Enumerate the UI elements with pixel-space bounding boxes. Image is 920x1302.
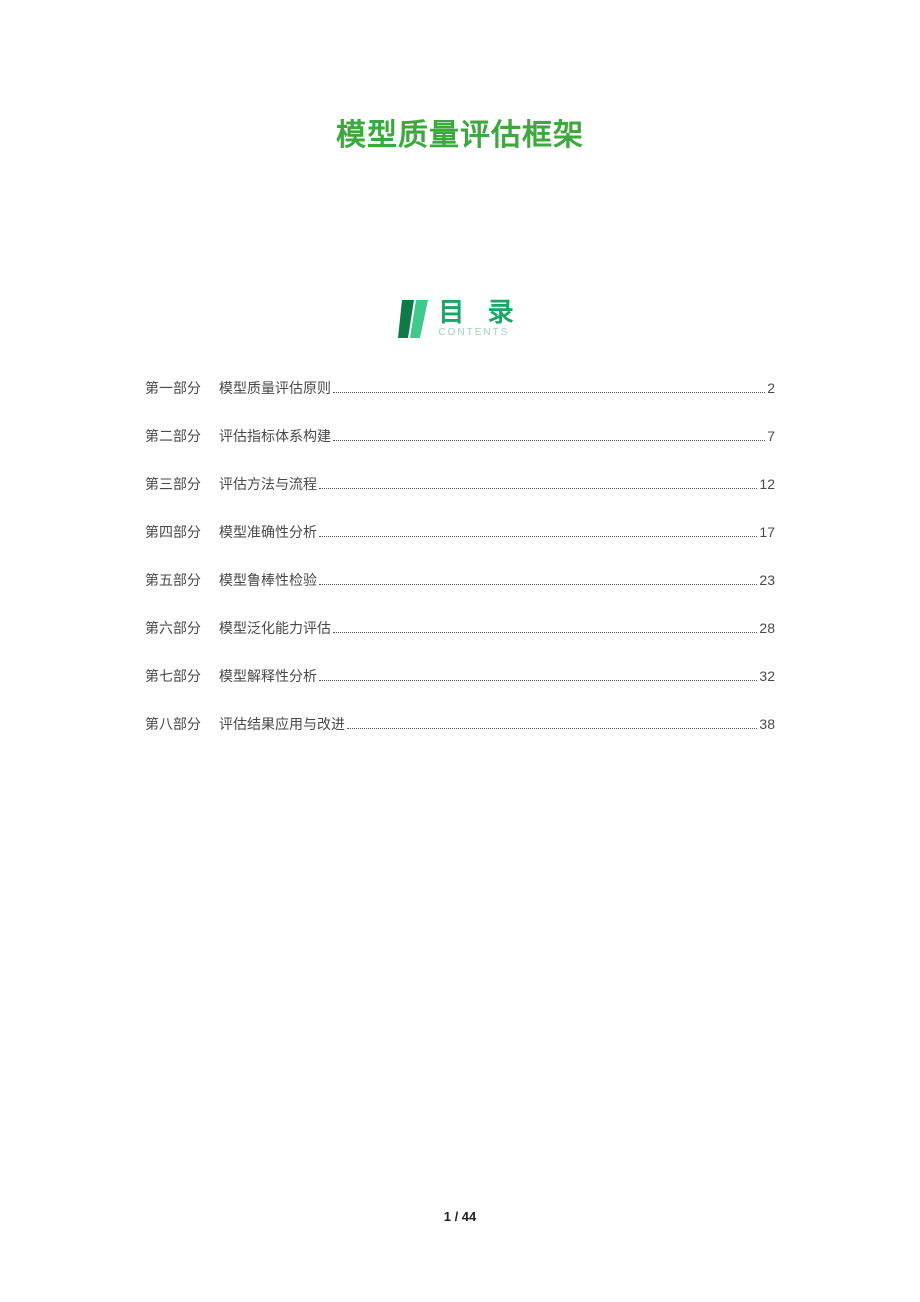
toc-icon — [398, 300, 428, 338]
document-page: 模型质量评估框架 目 录 CONTENTS 第一部分 模型质量评估原则 2 第二… — [0, 0, 920, 734]
toc-leader-dots — [333, 392, 765, 393]
toc-entry[interactable]: 第二部分 评估指标体系构建 7 — [145, 426, 775, 446]
toc-leader-dots — [347, 728, 757, 729]
toc-entry-name: 评估结果应用与改进 — [219, 714, 345, 734]
toc-entry-name: 模型质量评估原则 — [219, 378, 331, 398]
page-sep: / — [451, 1209, 462, 1224]
toc-label-group: 目 录 CONTENTS — [438, 299, 521, 338]
toc-label: 目 录 — [438, 299, 521, 325]
page-footer: 1 / 44 — [0, 1209, 920, 1224]
toc-entry[interactable]: 第四部分 模型准确性分析 17 — [145, 522, 775, 542]
toc-page-number: 28 — [759, 620, 775, 636]
page-current: 1 — [444, 1209, 451, 1224]
toc-page-number: 12 — [759, 476, 775, 492]
toc-leader-dots — [319, 680, 757, 681]
toc-page-number: 17 — [759, 524, 775, 540]
toc-part-label: 第五部分 — [145, 570, 201, 590]
toc-leader-dots — [333, 440, 765, 441]
toc-entry-name: 评估指标体系构建 — [219, 426, 331, 446]
toc-leader-dots — [319, 536, 757, 537]
toc-part-label: 第八部分 — [145, 714, 201, 734]
toc-page-number: 23 — [759, 572, 775, 588]
toc-page-number: 2 — [767, 380, 775, 396]
toc-leader-dots — [319, 488, 757, 489]
toc-part-label: 第三部分 — [145, 474, 201, 494]
toc-entry-name: 模型泛化能力评估 — [219, 618, 331, 638]
toc-entry[interactable]: 第八部分 评估结果应用与改进 38 — [145, 714, 775, 734]
toc-entry-name: 模型解释性分析 — [219, 666, 317, 686]
toc-entry-name: 评估方法与流程 — [219, 474, 317, 494]
toc-entry[interactable]: 第七部分 模型解释性分析 32 — [145, 666, 775, 686]
toc-part-label: 第六部分 — [145, 618, 201, 638]
toc-page-number: 7 — [767, 428, 775, 444]
toc-entry[interactable]: 第五部分 模型鲁棒性检验 23 — [145, 570, 775, 590]
toc-entry-name: 模型鲁棒性检验 — [219, 570, 317, 590]
toc-part-label: 第七部分 — [145, 666, 201, 686]
toc-list: 第一部分 模型质量评估原则 2 第二部分 评估指标体系构建 7 第三部分 评估方… — [115, 378, 805, 734]
toc-entry-name: 模型准确性分析 — [219, 522, 317, 542]
toc-entry[interactable]: 第六部分 模型泛化能力评估 28 — [145, 618, 775, 638]
toc-part-label: 第一部分 — [145, 378, 201, 398]
document-title: 模型质量评估框架 — [115, 110, 805, 154]
toc-page-number: 32 — [759, 668, 775, 684]
toc-leader-dots — [333, 632, 757, 633]
toc-entry[interactable]: 第三部分 评估方法与流程 12 — [145, 474, 775, 494]
toc-header: 目 录 CONTENTS — [115, 299, 805, 338]
toc-page-number: 38 — [759, 716, 775, 732]
toc-part-label: 第四部分 — [145, 522, 201, 542]
toc-sublabel: CONTENTS — [438, 327, 509, 338]
toc-part-label: 第二部分 — [145, 426, 201, 446]
page-total: 44 — [462, 1209, 476, 1224]
toc-leader-dots — [319, 584, 757, 585]
toc-entry[interactable]: 第一部分 模型质量评估原则 2 — [145, 378, 775, 398]
